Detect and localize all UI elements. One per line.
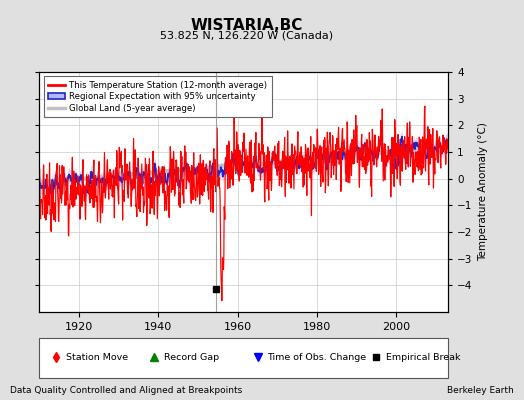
Text: WISTARIA,BC: WISTARIA,BC (190, 18, 302, 33)
Legend: This Temperature Station (12-month average), Regional Expectation with 95% uncer: This Temperature Station (12-month avera… (43, 76, 272, 117)
Text: Station Move: Station Move (66, 353, 128, 362)
FancyBboxPatch shape (39, 338, 448, 378)
Text: Time of Obs. Change: Time of Obs. Change (267, 353, 366, 362)
Y-axis label: Temperature Anomaly (°C): Temperature Anomaly (°C) (478, 122, 488, 262)
Text: Berkeley Earth: Berkeley Earth (447, 386, 514, 395)
Text: Record Gap: Record Gap (164, 353, 219, 362)
Text: 53.825 N, 126.220 W (Canada): 53.825 N, 126.220 W (Canada) (160, 30, 333, 40)
Text: Data Quality Controlled and Aligned at Breakpoints: Data Quality Controlled and Aligned at B… (10, 386, 243, 395)
Text: Empirical Break: Empirical Break (386, 353, 461, 362)
